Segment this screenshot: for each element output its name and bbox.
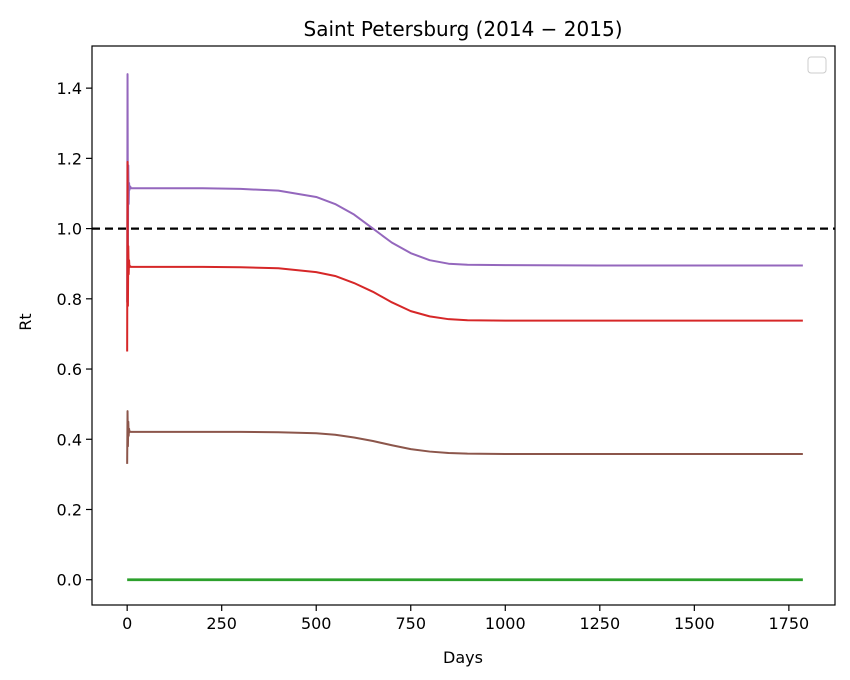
y-tick-label: 0.8 xyxy=(57,290,82,309)
y-axis-label: Rt xyxy=(16,313,35,330)
y-tick-label: 1.0 xyxy=(57,220,82,239)
y-tick-label: 1.4 xyxy=(57,79,82,98)
axes-group: 0 250 500 750 1000 1250 1500 1750 0.0 0.2 0.4 0.6 0.… xyxy=(57,45,836,633)
x-axis-label: Days xyxy=(443,648,483,667)
legend-box xyxy=(807,56,827,74)
axes-frame xyxy=(91,45,836,606)
x-tick-label: 0 xyxy=(122,614,132,633)
x-tick-label: 500 xyxy=(301,614,332,633)
y-tick-label: 0.6 xyxy=(57,360,82,379)
x-tick-label: 250 xyxy=(206,614,237,633)
x-tick-label: 1500 xyxy=(674,614,715,633)
y-tick-label: 0.0 xyxy=(57,571,82,590)
y-tick-label: 0.2 xyxy=(57,500,82,519)
y-tick-label: 1.2 xyxy=(57,149,82,168)
x-tick-label: 1250 xyxy=(579,614,620,633)
x-tick-label: 750 xyxy=(395,614,426,633)
x-tick-label: 1750 xyxy=(769,614,810,633)
x-tick-label: 1000 xyxy=(485,614,526,633)
series-line-2 xyxy=(126,160,803,352)
plot-background xyxy=(92,46,835,605)
y-tick-label: 0.4 xyxy=(57,430,82,449)
series-line-3 xyxy=(126,410,803,464)
plot-area xyxy=(92,46,835,605)
series-group xyxy=(126,73,803,582)
series-line-1 xyxy=(126,73,803,303)
chart-title: Saint Petersburg (2014 − 2015) xyxy=(304,17,623,41)
legend xyxy=(807,56,827,74)
